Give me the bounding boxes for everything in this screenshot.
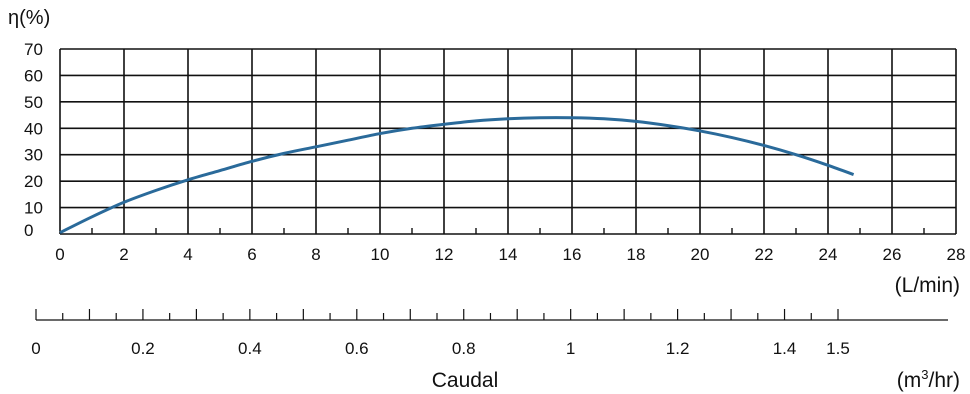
y-tick-label: 60 (24, 66, 43, 85)
secondary-tick-label: 1.5 (826, 339, 850, 358)
x-tick-label: 26 (883, 245, 902, 264)
y-tick-label: 30 (24, 146, 43, 165)
x-tick-label: 10 (371, 245, 390, 264)
x-tick-label: 8 (311, 245, 320, 264)
x-axis-ticks: 0 2 4 6 8 10 12 14 16 18 20 22 24 26 28 (55, 245, 965, 264)
y-axis-ticks: 0 10 20 30 40 50 60 70 (24, 40, 43, 240)
y-axis-label: η(%) (8, 7, 50, 29)
y-tick-label: 10 (24, 199, 43, 218)
x-tick-label: 4 (183, 245, 192, 264)
secondary-tick-label: 1 (566, 339, 575, 358)
x-tick-label: 22 (755, 245, 774, 264)
secondary-axis-label: Caudal (432, 369, 499, 392)
x-tick-label: 14 (499, 245, 518, 264)
secondary-tick-label: 0 (31, 339, 40, 358)
x-tick-label: 6 (247, 245, 256, 264)
x-tick-label: 0 (55, 245, 64, 264)
x-tick-label: 18 (627, 245, 646, 264)
x-axis-unit: (L/min) (895, 274, 960, 297)
y-tick-label: 20 (24, 172, 43, 191)
plot-grid (59, 48, 957, 235)
x-tick-label: 20 (691, 245, 710, 264)
y-tick-label: 70 (24, 40, 43, 59)
y-tick-label: 0 (24, 221, 33, 240)
secondary-tick-label: 0.6 (345, 339, 369, 358)
secondary-tick-label: 0.4 (238, 339, 262, 358)
x-tick-label: 16 (563, 245, 582, 264)
x-tick-label: 2 (119, 245, 128, 264)
y-tick-label: 40 (24, 119, 43, 138)
y-tick-label: 50 (24, 93, 43, 112)
secondary-tick-label: 1.2 (666, 339, 690, 358)
x-tick-label: 24 (819, 245, 838, 264)
x-tick-label: 28 (947, 245, 966, 264)
x-tick-label: 12 (435, 245, 454, 264)
secondary-tick-label: 1.4 (773, 339, 797, 358)
efficiency-curve (59, 116, 855, 235)
secondary-tick-label: 0.8 (452, 339, 476, 358)
secondary-tick-label: 0.2 (131, 339, 155, 358)
secondary-axis: 0 0.2 0.4 0.6 0.8 1 1.2 1.4 1.5 (31, 309, 948, 358)
secondary-axis-unit: (m3/hr) (897, 367, 960, 392)
